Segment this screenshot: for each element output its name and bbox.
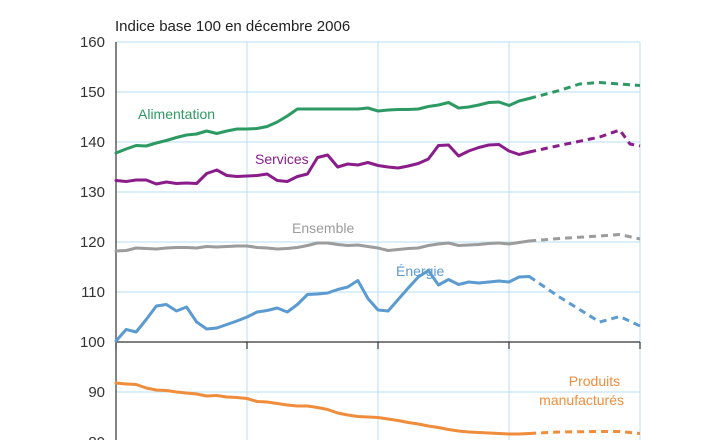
series-label-ensemble: Ensemble (292, 220, 354, 236)
series-line-services (114, 143, 531, 186)
series-label-produits-line2: manufacturés (539, 392, 624, 408)
series-line-ensemble (114, 239, 531, 253)
y-tick-label: 160 (80, 34, 105, 51)
series-projection-alimentation (528, 81, 641, 100)
y-tick-label: 110 (81, 284, 105, 301)
y-tick-label: 90 (88, 384, 105, 401)
series-projection-ensemble (529, 233, 641, 243)
series-label-energie: Énergie (396, 263, 444, 279)
series-lines (114, 81, 641, 436)
series-labels: Alimentation Services Ensemble Énergie P… (138, 106, 624, 408)
series-label-services: Services (255, 151, 309, 167)
series-projection-produits (529, 430, 641, 435)
series-label-produits-line1: Produits (569, 373, 620, 389)
series-line-alimentation (114, 97, 531, 155)
y-tick-label: 140 (80, 134, 105, 151)
series-projection-services (528, 128, 641, 154)
gridlines (116, 41, 641, 440)
series-line-produits (114, 381, 531, 436)
y-axis-ticks: 80 90 100 110 120 130 140 150 160 (80, 34, 105, 440)
series-projection-energie (528, 275, 641, 328)
y-tick-label: 150 (80, 84, 105, 101)
series-label-alimentation: Alimentation (138, 106, 215, 122)
y-tick-label: 130 (80, 184, 105, 201)
chart-subtitle: Indice base 100 en décembre 2006 (115, 18, 350, 35)
series-label-produits: Produits manufacturés (539, 373, 624, 408)
y-tick-label: 100 (80, 334, 105, 351)
y-tick-label: 120 (80, 234, 105, 251)
axes (115, 42, 641, 440)
series-line-energie (114, 269, 531, 343)
y-tick-label: 80 (88, 434, 105, 440)
